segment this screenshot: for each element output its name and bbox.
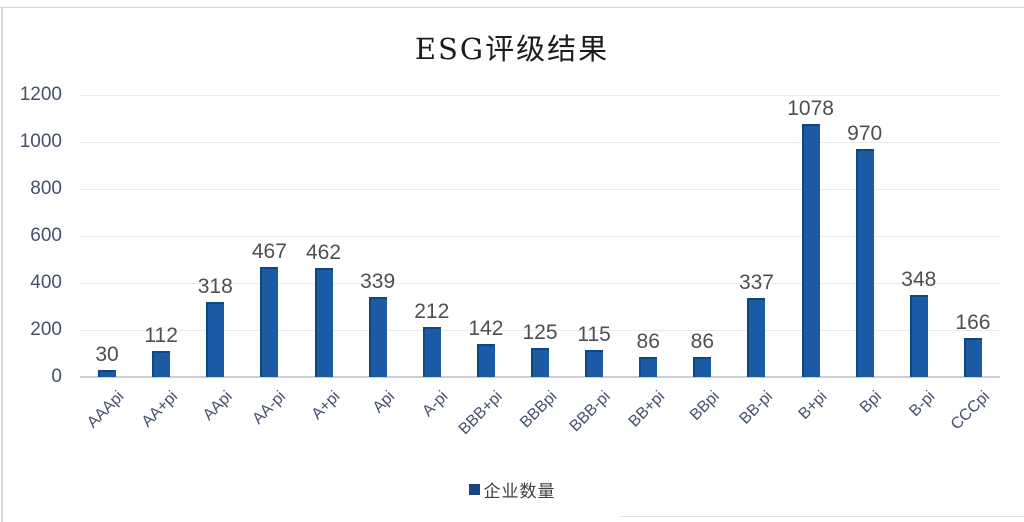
y-tick-label: 1200	[19, 84, 62, 105]
bar	[314, 268, 333, 377]
bar-value-label: 86	[690, 329, 715, 353]
gridline	[80, 95, 1000, 96]
bar-value-label: 115	[577, 322, 611, 346]
bar-value-label: 462	[305, 241, 342, 265]
x-tick-label: Api	[369, 388, 398, 417]
legend: 企业数量	[0, 477, 1024, 502]
y-tick-label: 800	[30, 178, 62, 199]
scan-edge-left	[1, 7, 3, 522]
bar	[260, 267, 279, 377]
x-axis-line	[80, 376, 1000, 378]
x-tick-label: AA+pi	[138, 388, 182, 431]
x-tick-label: BB+pi	[625, 388, 669, 431]
bar-value-label: 142	[468, 316, 504, 340]
gridline	[80, 236, 1000, 237]
bar-value-label: 30	[95, 342, 119, 366]
bar-value-label: 86	[636, 329, 660, 353]
bar	[98, 369, 117, 377]
bar	[531, 347, 549, 377]
bar-value-label: 212	[414, 300, 450, 324]
bar-value-label: 467	[251, 240, 287, 264]
scan-edge-top	[0, 7, 1024, 8]
bar	[422, 327, 441, 377]
bar	[639, 356, 658, 377]
bar	[909, 295, 928, 377]
x-tick-label: BBB+pi	[455, 388, 506, 439]
x-tick-label: CCCpi	[947, 388, 993, 434]
legend-label: 企业数量	[483, 482, 556, 501]
chart-title: ESG评级结果	[414, 32, 610, 66]
x-tick-label: Bpi	[856, 388, 885, 417]
x-tick-label: A+pi	[308, 388, 344, 423]
x-tick-label: AAApi	[83, 388, 128, 432]
x-tick-label: B-pi	[906, 388, 939, 421]
x-tick-label: AA-pi	[249, 388, 290, 428]
bar	[585, 349, 604, 377]
y-tick-label: 0	[51, 366, 62, 387]
bar-value-label: 337	[738, 270, 774, 294]
x-tick-label: AApi	[199, 388, 236, 424]
bar	[693, 356, 712, 377]
bar	[855, 149, 874, 377]
gridline	[80, 142, 1000, 143]
bar-value-label: 970	[847, 122, 883, 146]
bar-value-label: 318	[197, 275, 233, 299]
x-tick-label: A-pi	[419, 388, 452, 421]
bar-value-label: 166	[955, 310, 991, 334]
legend-marker-icon	[468, 484, 480, 495]
x-tick-label: BBB-pi	[566, 388, 615, 436]
gridline	[80, 189, 1000, 190]
bar-value-label: 1078	[787, 96, 834, 120]
x-tick-label: BBBpi	[516, 388, 561, 432]
gridline	[80, 330, 1000, 331]
bar	[801, 123, 820, 377]
x-tick-label: B+pi	[795, 388, 831, 423]
bar-value-label: 348	[901, 268, 937, 292]
x-tick-label: BB-pi	[736, 388, 777, 428]
bar	[152, 350, 171, 377]
bar-value-label: 125	[522, 320, 558, 344]
bar	[368, 297, 387, 377]
bar	[206, 302, 225, 377]
x-tick-label: BBpi	[686, 388, 723, 424]
y-tick-label: 400	[30, 272, 62, 293]
scan-edge-bottom	[620, 516, 1024, 517]
gridline	[80, 283, 1000, 284]
bar	[963, 337, 982, 377]
bar	[476, 343, 495, 377]
y-tick-label: 600	[30, 225, 62, 246]
bar-value-label: 112	[144, 323, 178, 347]
bar	[747, 297, 766, 377]
y-tick-label: 1000	[19, 131, 62, 152]
bar-value-label: 339	[360, 270, 396, 294]
y-tick-label: 200	[30, 319, 62, 340]
